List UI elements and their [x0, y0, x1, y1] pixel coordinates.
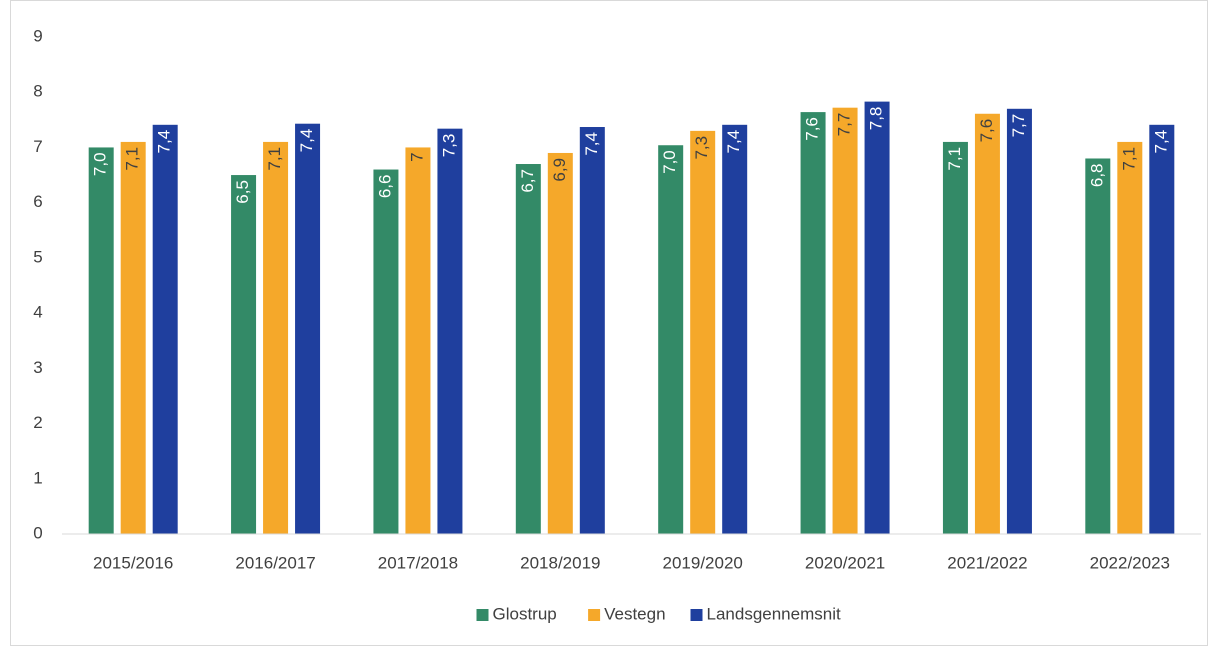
- bar: [1006, 108, 1032, 535]
- bar: [120, 141, 146, 534]
- y-tick-label: 6: [33, 192, 42, 211]
- x-tick-label: 2020/2021: [805, 553, 885, 572]
- legend-swatch: [476, 609, 489, 621]
- y-tick-label: 0: [33, 523, 42, 542]
- value-label: 7,3: [692, 136, 711, 160]
- bar: [295, 123, 321, 535]
- bar: [1149, 124, 1175, 534]
- bar: [88, 147, 114, 534]
- value-label: 7,1: [945, 147, 964, 171]
- value-label: 7,6: [977, 119, 996, 143]
- value-label: 7,1: [1119, 147, 1138, 171]
- bar: [263, 141, 289, 534]
- y-tick-label: 3: [33, 358, 42, 377]
- legend-label: Glostrup: [493, 604, 557, 623]
- bar: [152, 124, 178, 534]
- bar: [373, 169, 399, 535]
- bar: [942, 141, 968, 534]
- legend-swatch: [588, 609, 601, 621]
- value-label: 7,0: [660, 150, 679, 174]
- x-tick-label: 2016/2017: [235, 553, 315, 572]
- value-label: 7,4: [155, 130, 174, 154]
- y-tick-label: 9: [33, 26, 42, 45]
- bar: [722, 124, 748, 534]
- bar: [1085, 158, 1111, 534]
- y-tick-label: 7: [33, 137, 42, 156]
- legend-label: Landsgennemsnit: [707, 604, 841, 623]
- value-label: 7,4: [724, 130, 743, 154]
- value-label: 7,4: [297, 129, 316, 153]
- bar: [515, 164, 541, 534]
- value-label: 6,6: [375, 175, 394, 199]
- value-label: 7: [407, 152, 426, 161]
- bar: [800, 112, 826, 534]
- bar: [864, 101, 890, 535]
- bar: [579, 127, 605, 535]
- bar: [1117, 141, 1143, 534]
- bar: [832, 107, 858, 534]
- bar: [231, 175, 257, 535]
- bar: [405, 147, 431, 534]
- value-label: 7,4: [582, 132, 601, 156]
- x-tick-label: 2022/2023: [1090, 553, 1170, 572]
- value-label: 7,7: [1009, 114, 1028, 138]
- value-label: 7,7: [835, 113, 854, 137]
- x-tick-label: 2015/2016: [93, 553, 173, 572]
- x-tick-label: 2021/2022: [947, 553, 1027, 572]
- y-tick-label: 2: [33, 413, 42, 432]
- value-label: 7,6: [803, 117, 822, 141]
- value-label: 6,9: [550, 158, 569, 182]
- bar: [437, 128, 463, 534]
- x-tick-label: 2017/2018: [378, 553, 458, 572]
- legend-label: Vestegn: [604, 604, 665, 623]
- value-label: 7,1: [123, 147, 142, 171]
- bar: [974, 113, 1000, 535]
- bar: [690, 130, 716, 534]
- value-label: 6,8: [1087, 163, 1106, 187]
- value-label: 6,7: [518, 169, 537, 193]
- value-label: 7,1: [265, 147, 284, 171]
- bar: [658, 145, 684, 535]
- bar: [547, 152, 573, 534]
- value-label: 7,0: [91, 152, 110, 176]
- x-tick-label: 2018/2019: [520, 553, 600, 572]
- y-tick-label: 5: [33, 247, 42, 266]
- value-label: 7,4: [1151, 130, 1170, 154]
- value-label: 7,8: [867, 107, 886, 131]
- x-tick-label: 2019/2020: [663, 553, 743, 572]
- y-tick-label: 4: [33, 303, 42, 322]
- value-label: 7,3: [439, 134, 458, 158]
- y-tick-label: 1: [33, 468, 42, 487]
- legend-swatch: [690, 609, 703, 621]
- value-label: 6,5: [233, 180, 252, 204]
- y-tick-label: 8: [33, 82, 42, 101]
